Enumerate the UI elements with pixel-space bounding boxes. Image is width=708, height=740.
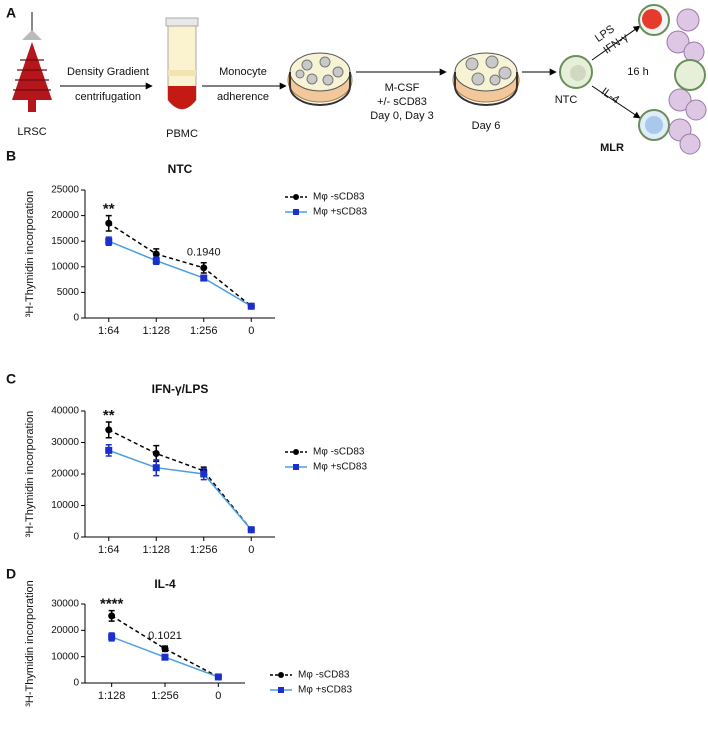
step-label: M-CSF bbox=[385, 82, 420, 94]
marker bbox=[152, 464, 160, 472]
marker bbox=[108, 612, 116, 620]
chart-title: IFN-γ/LPS bbox=[152, 382, 209, 396]
marker bbox=[152, 450, 160, 458]
marker bbox=[105, 426, 113, 434]
panel-letter: B bbox=[6, 148, 16, 164]
y-tick-label: 20000 bbox=[51, 469, 79, 480]
marker bbox=[152, 257, 160, 265]
legend-marker bbox=[293, 449, 299, 455]
step-label: LRSC bbox=[17, 126, 46, 138]
legend-marker bbox=[293, 194, 299, 200]
step-label: 16 h bbox=[627, 66, 648, 78]
annotation: ** bbox=[103, 201, 115, 218]
y-axis-label: ³H-Thymidin incorporation bbox=[24, 411, 36, 538]
y-tick-label: 10000 bbox=[51, 261, 79, 272]
x-tick-label: 1:64 bbox=[98, 544, 119, 556]
marker bbox=[161, 645, 169, 653]
arrow bbox=[591, 85, 641, 119]
x-tick-label: 0 bbox=[215, 690, 221, 702]
legend-label: Mφ +sCD83 bbox=[313, 462, 367, 473]
y-tick-label: 30000 bbox=[51, 599, 79, 610]
x-tick-label: 0 bbox=[248, 325, 254, 337]
marker bbox=[200, 470, 208, 478]
panel-letter: D bbox=[6, 566, 16, 582]
y-tick-label: 10000 bbox=[51, 651, 79, 662]
dish-icon bbox=[452, 52, 520, 106]
step-label: Day 6 bbox=[472, 120, 501, 132]
legend-label: Mφ -sCD83 bbox=[313, 192, 365, 203]
series-line bbox=[108, 449, 252, 531]
marker bbox=[247, 526, 255, 534]
panel-letter: C bbox=[6, 371, 16, 387]
legend-label: Mφ -sCD83 bbox=[298, 670, 350, 681]
step-label: Density Gradient bbox=[67, 66, 149, 78]
annotation: ** bbox=[103, 407, 115, 424]
lrsc-icon bbox=[12, 12, 52, 112]
legend-marker bbox=[293, 209, 299, 215]
schematic: A LRSC Density Gradient centrifugation P… bbox=[6, 4, 707, 155]
series-line bbox=[108, 222, 252, 307]
marker bbox=[214, 673, 222, 681]
y-tick-label: 0 bbox=[73, 532, 79, 543]
series-line bbox=[108, 240, 252, 307]
step-label: +/- sCD83 bbox=[377, 96, 427, 108]
y-tick-label: 20000 bbox=[51, 210, 79, 221]
marker bbox=[105, 219, 113, 227]
x-tick-label: 1:128 bbox=[142, 325, 170, 337]
marker bbox=[152, 250, 160, 258]
legend-marker bbox=[293, 464, 299, 470]
y-tick-label: 15000 bbox=[51, 236, 79, 247]
marker bbox=[200, 274, 208, 282]
legend-label: Mφ +sCD83 bbox=[313, 207, 367, 218]
marker bbox=[161, 653, 169, 661]
y-axis-label: ³H-Thymidin incorporation bbox=[24, 191, 36, 318]
cell-icon bbox=[559, 55, 593, 89]
x-tick-label: 1:128 bbox=[98, 690, 126, 702]
y-tick-label: 30000 bbox=[51, 437, 79, 448]
chart-title: NTC bbox=[168, 162, 193, 176]
legend-label: Mφ -sCD83 bbox=[313, 447, 365, 458]
marker bbox=[247, 302, 255, 310]
marker bbox=[105, 446, 113, 454]
y-tick-label: 0 bbox=[73, 678, 79, 689]
x-tick-label: 1:256 bbox=[190, 544, 218, 556]
y-tick-label: 10000 bbox=[51, 500, 79, 511]
marker bbox=[108, 633, 116, 641]
tube-icon bbox=[165, 17, 199, 110]
y-tick-label: 5000 bbox=[57, 287, 80, 298]
annotation: **** bbox=[100, 596, 124, 613]
step-label: adherence bbox=[217, 91, 269, 103]
series-line bbox=[108, 429, 252, 531]
panel-letter: A bbox=[6, 5, 16, 21]
arrow bbox=[591, 25, 641, 61]
x-tick-label: 0 bbox=[248, 544, 254, 556]
legend-label: Mφ +sCD83 bbox=[298, 685, 352, 696]
x-tick-label: 1:128 bbox=[142, 544, 170, 556]
dish-icon bbox=[287, 52, 353, 106]
step-label: PBMC bbox=[166, 128, 198, 140]
step-label: Monocyte bbox=[219, 66, 267, 78]
marker bbox=[105, 237, 113, 245]
chart-title: IL-4 bbox=[154, 577, 176, 591]
step-label: NTC bbox=[555, 94, 578, 106]
y-tick-label: 40000 bbox=[51, 406, 79, 417]
y-axis-label: ³H-Thymidin incorporation bbox=[24, 580, 36, 707]
x-tick-label: 1:256 bbox=[151, 690, 179, 702]
x-tick-label: 1:64 bbox=[98, 325, 119, 337]
annotation: 0.1940 bbox=[187, 247, 221, 259]
step-label: MLR bbox=[600, 142, 624, 154]
annotation: 0.1021 bbox=[148, 630, 182, 642]
y-tick-label: 25000 bbox=[51, 185, 79, 196]
step-label: centrifugation bbox=[75, 91, 141, 103]
legend-marker bbox=[278, 672, 284, 678]
y-tick-label: 0 bbox=[73, 313, 79, 324]
legend-marker bbox=[278, 687, 284, 693]
x-tick-label: 1:256 bbox=[190, 325, 218, 337]
step-label: Day 0, Day 3 bbox=[370, 110, 434, 122]
y-tick-label: 20000 bbox=[51, 625, 79, 636]
marker bbox=[200, 264, 208, 272]
cell-cluster bbox=[638, 4, 707, 155]
